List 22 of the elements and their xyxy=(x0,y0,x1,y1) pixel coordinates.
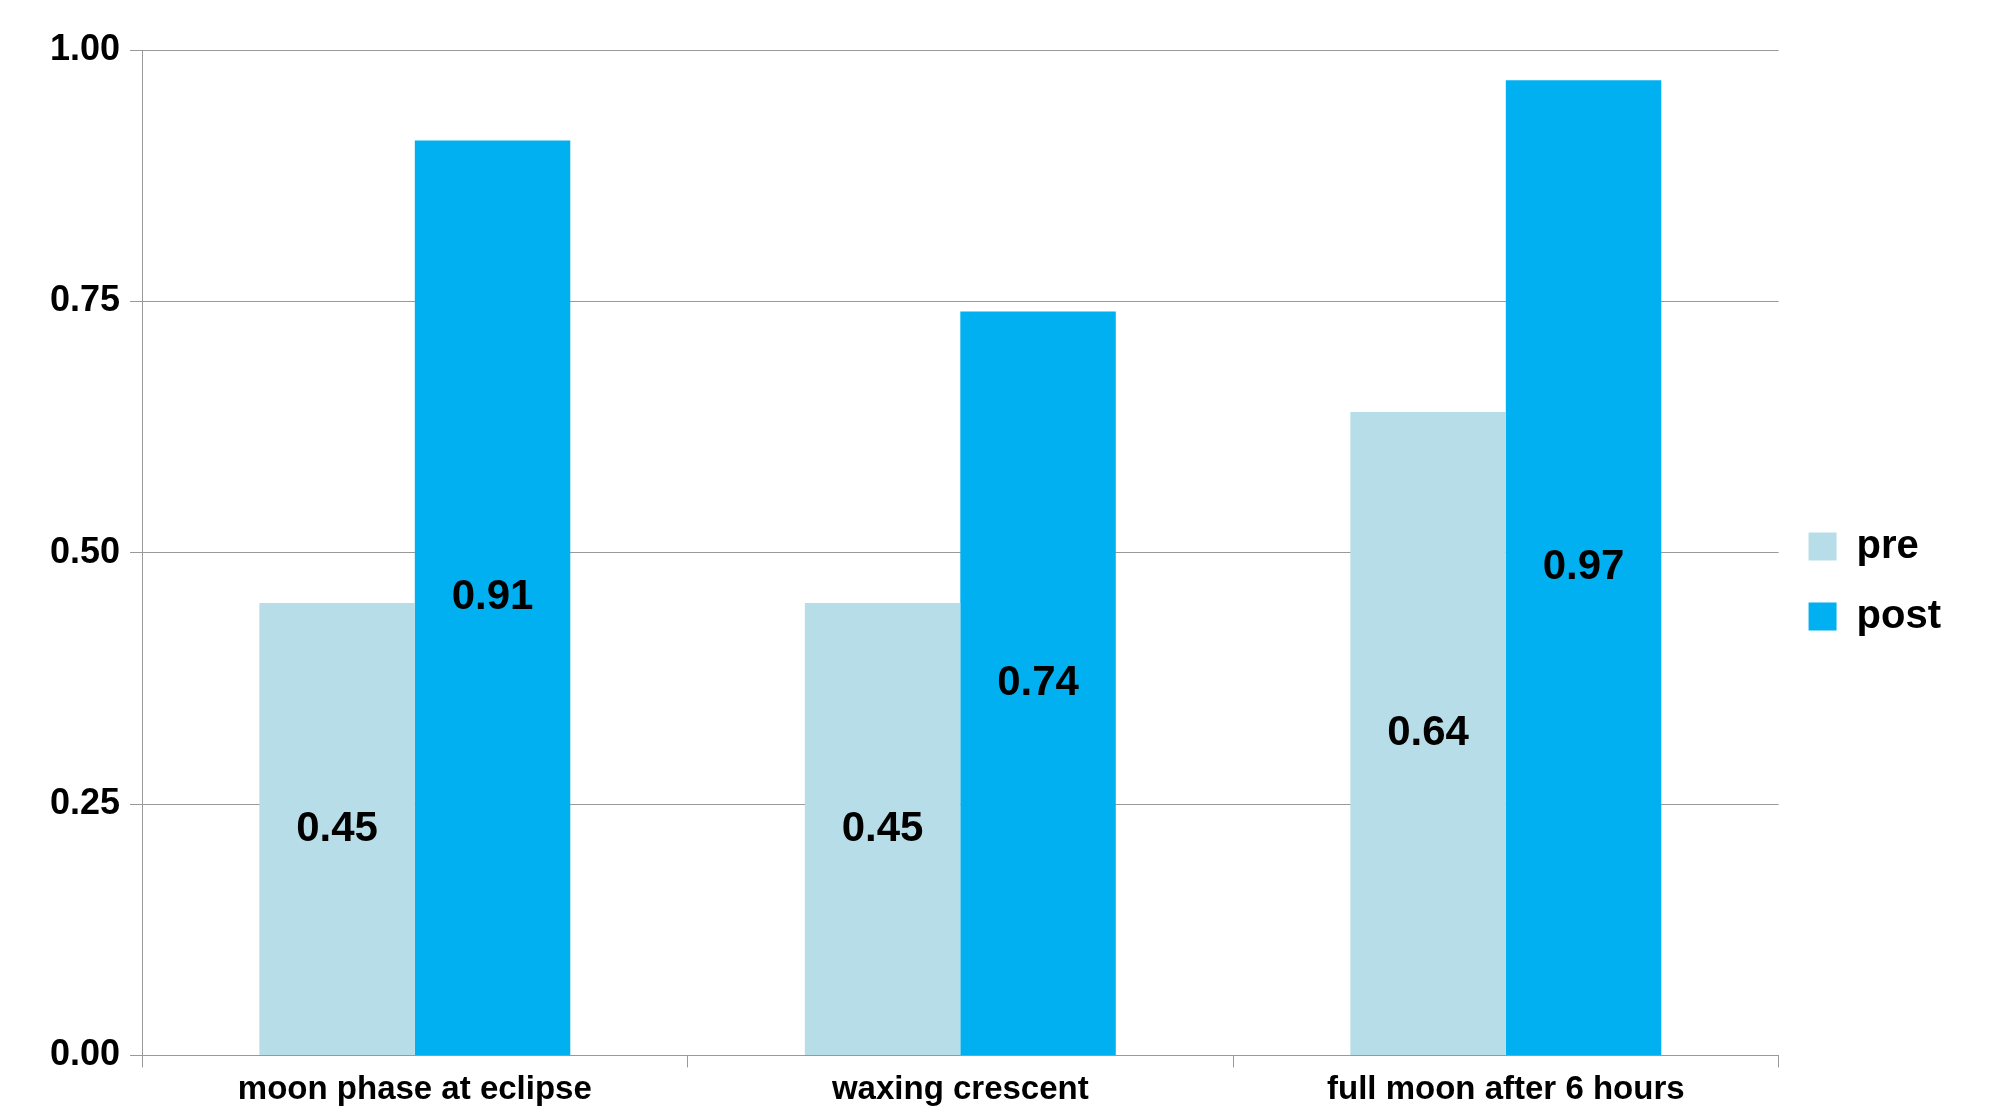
y-tick-label: 0.75 xyxy=(49,278,121,320)
data-label: 0.74 xyxy=(997,656,1080,704)
data-label: 0.97 xyxy=(1542,541,1625,589)
bar xyxy=(1505,80,1662,1055)
legend-label: pre xyxy=(1856,521,1919,566)
bar xyxy=(804,602,961,1055)
y-tick-label: 1.00 xyxy=(49,26,121,68)
data-label: 0.91 xyxy=(451,571,534,619)
data-label: 0.45 xyxy=(841,802,924,850)
bar xyxy=(414,140,571,1055)
x-tick-label: waxing crescent xyxy=(830,1069,1089,1107)
bar xyxy=(259,602,415,1055)
data-label: 0.45 xyxy=(296,802,378,850)
x-tick-label: moon phase at eclipse xyxy=(237,1069,592,1107)
legend-label: post xyxy=(1856,591,1941,636)
y-tick-label: 0.50 xyxy=(49,529,121,571)
x-tick-label: full moon after 6 hours xyxy=(1327,1069,1685,1107)
y-tick-label: 0.00 xyxy=(49,1032,121,1074)
y-tick-label: 0.25 xyxy=(49,780,121,822)
bar xyxy=(960,311,1116,1055)
bar xyxy=(1350,411,1506,1055)
data-label: 0.64 xyxy=(1387,707,1470,754)
